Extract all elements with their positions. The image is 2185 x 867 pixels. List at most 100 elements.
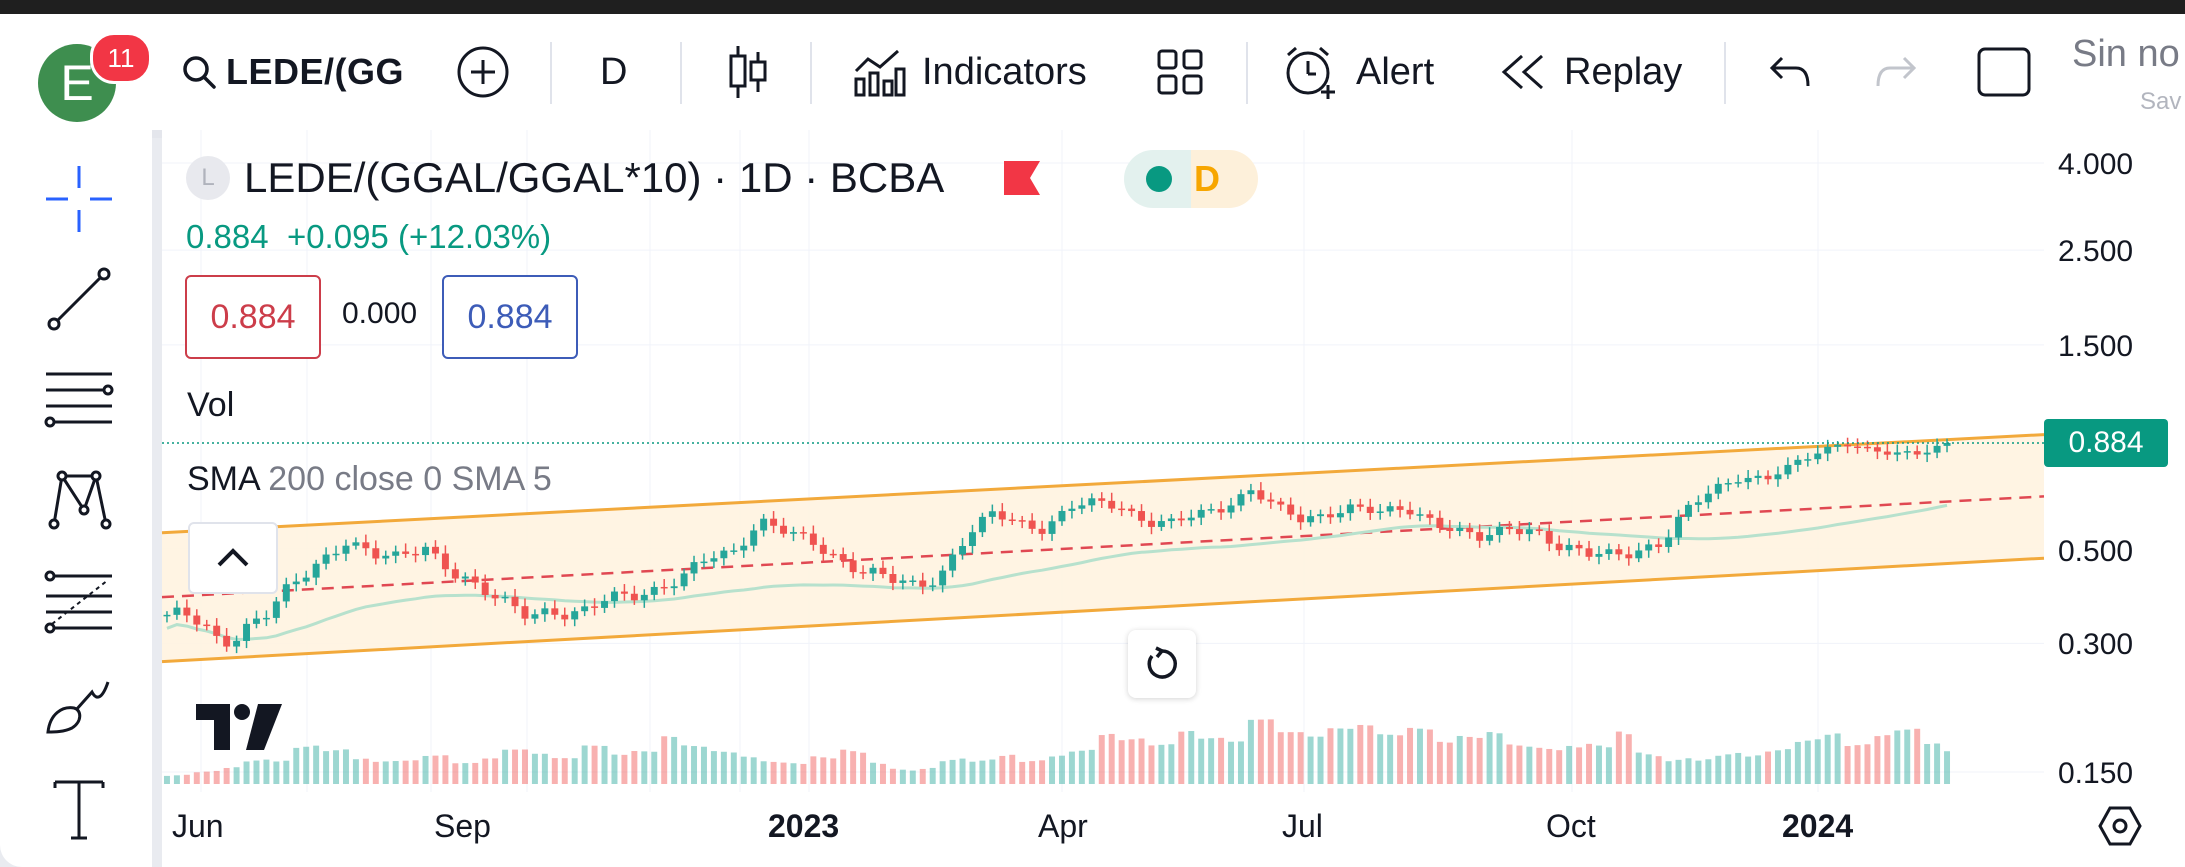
candle-body xyxy=(1854,446,1862,448)
redo-button[interactable] xyxy=(1874,14,1918,130)
candle-body xyxy=(511,596,519,607)
volume-bar xyxy=(810,756,817,784)
volume-bar xyxy=(1595,745,1602,784)
chevron-up-icon xyxy=(217,548,249,567)
sma-params: 200 close 0 SMA 5 xyxy=(268,460,552,498)
volume-bar xyxy=(1108,733,1115,784)
avatar[interactable]: E xyxy=(38,44,116,122)
pattern-tool[interactable] xyxy=(40,460,118,538)
chart-settings-button[interactable] xyxy=(2098,806,2142,851)
sell-button[interactable]: 0.884 xyxy=(185,275,321,359)
volume-bar xyxy=(1357,724,1364,784)
volume-bar xyxy=(1476,737,1483,784)
replay-button[interactable]: Replay xyxy=(1500,14,1682,130)
volume-bar xyxy=(770,761,777,784)
undo-button[interactable] xyxy=(1768,14,1812,130)
candle-body xyxy=(551,608,559,615)
replay-icon xyxy=(1501,54,1543,90)
candle-body xyxy=(382,555,390,559)
horizontal-lines-tool[interactable] xyxy=(40,360,118,438)
flag-icon[interactable] xyxy=(1004,161,1041,195)
candle-body xyxy=(203,624,211,627)
candle-body xyxy=(770,518,778,526)
crosshair-tool[interactable] xyxy=(40,160,118,238)
volume-bar xyxy=(1745,756,1752,784)
symbol-search-button[interactable]: LEDE/(GG xyxy=(180,14,404,130)
pattern-icon xyxy=(48,470,112,530)
candle-body xyxy=(1754,475,1762,478)
candle-body xyxy=(1496,526,1504,536)
add-symbol-button[interactable] xyxy=(456,14,510,130)
candle-body xyxy=(471,576,479,583)
volume-bar xyxy=(631,751,638,784)
sma-legend[interactable]: SMA 200 close 0 SMA 5 xyxy=(187,460,552,499)
candle-body xyxy=(750,530,758,546)
candle-body xyxy=(968,532,976,547)
volume-bar xyxy=(1586,743,1593,784)
layout-name-button[interactable]: Sin no xyxy=(2072,14,2180,94)
replay-label: Replay xyxy=(1564,50,1683,93)
volume-bar xyxy=(671,736,678,784)
candle-body xyxy=(1317,514,1325,517)
search-icon xyxy=(183,56,216,89)
volume-bar xyxy=(183,774,190,784)
interval-button[interactable]: D xyxy=(600,14,627,130)
candle-body xyxy=(1824,446,1832,454)
volume-bar xyxy=(422,755,429,784)
candle-body xyxy=(978,516,986,533)
volume-bar xyxy=(1456,735,1463,784)
y-tick-label: 0.300 xyxy=(2058,628,2134,661)
fullscreen-button[interactable] xyxy=(1976,14,2032,130)
volume-bar xyxy=(1307,736,1314,784)
volume-bar xyxy=(1078,750,1085,784)
volume-bar xyxy=(1685,758,1692,784)
volume-bar xyxy=(1237,741,1244,784)
volume-bar xyxy=(1257,719,1264,784)
fib-retracement-tool[interactable] xyxy=(40,562,118,640)
volume-bar xyxy=(1267,719,1274,784)
volume-bar xyxy=(1387,734,1394,784)
candle-body xyxy=(561,614,569,620)
candle-body xyxy=(1267,499,1275,502)
candle-body xyxy=(1336,513,1344,518)
volume-bar xyxy=(1804,740,1811,784)
market-status-pill[interactable]: D xyxy=(1124,150,1258,208)
volume-bar xyxy=(1138,738,1145,784)
candle-body xyxy=(1098,498,1106,501)
candle-body xyxy=(740,545,748,551)
alert-button[interactable]: Alert xyxy=(1282,14,1434,130)
brush-tool[interactable] xyxy=(40,666,118,744)
text-tool[interactable] xyxy=(40,770,118,848)
candle-body xyxy=(1187,517,1195,521)
y-tick-label: 4.000 xyxy=(2058,148,2134,181)
volume-bar xyxy=(1735,752,1742,784)
x-tick-label: Oct xyxy=(1546,808,1596,844)
candle-body xyxy=(1814,453,1822,460)
reset-chart-button[interactable] xyxy=(1128,630,1196,698)
volume-bar xyxy=(372,761,379,784)
candle-body xyxy=(591,606,599,608)
buy-button[interactable]: 0.884 xyxy=(442,275,578,359)
collapse-legend-button[interactable] xyxy=(188,522,278,594)
sma-name: SMA xyxy=(187,460,259,498)
chart-legend-title[interactable]: L LEDE/(GGAL/GGAL*10) · 1D · BCBA xyxy=(186,150,1041,206)
trend-line-tool[interactable] xyxy=(40,260,118,338)
symbol-logo: L xyxy=(186,156,230,200)
candle-body xyxy=(1247,490,1255,495)
chart-type-button[interactable] xyxy=(726,14,770,130)
candle-body xyxy=(1873,447,1881,452)
text-icon xyxy=(53,780,105,840)
volume-bar xyxy=(959,758,966,784)
candle-body xyxy=(660,586,668,589)
candle-body xyxy=(571,611,579,620)
templates-icon xyxy=(1157,49,1203,95)
volume-bar xyxy=(611,754,618,784)
templates-button[interactable] xyxy=(1156,14,1204,130)
volume-bar xyxy=(253,760,260,784)
tradingview-logo[interactable] xyxy=(196,704,282,755)
candle-body xyxy=(213,625,221,636)
volume-legend[interactable]: Vol xyxy=(187,386,235,424)
candle-body xyxy=(1386,506,1394,512)
indicators-button[interactable]: Indicators xyxy=(852,14,1087,130)
